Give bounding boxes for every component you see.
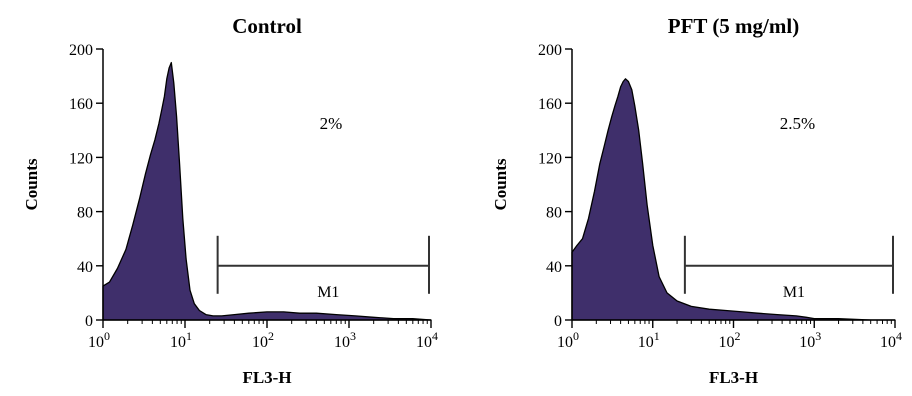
percentage-annotation: 2% [320, 114, 343, 133]
x-tick-label: 104 [880, 329, 902, 351]
histogram-series-1 [102, 61, 432, 321]
y-tick-label: 160 [69, 96, 93, 113]
x-tick-label: 102 [719, 329, 741, 351]
y-axis-title: Counts [22, 158, 41, 210]
y-tick-label: 200 [538, 42, 562, 59]
y-tick-label: 40 [546, 259, 562, 276]
panel-2: PFT (5 mg/ml) 0 40 80 120 160 200 100 101 102 103 1… [491, 14, 902, 387]
x-tick-label: 102 [252, 329, 274, 351]
x-tick-label: 100 [88, 329, 110, 351]
x-axis-title: FL3-H [709, 368, 758, 387]
marker-m1-label: M1 [317, 284, 339, 301]
x-tick-label: 103 [334, 329, 356, 351]
y-axis-title: Counts [491, 158, 510, 210]
panel-1: Control 0 40 80 120 160 200 100 101 102 103 104 FL3-… [22, 14, 438, 387]
chart-title: Control [232, 14, 302, 38]
y-tick-label: 200 [69, 42, 93, 59]
percentage-annotation: 2.5% [780, 114, 815, 133]
y-tick-label: 120 [69, 150, 93, 167]
x-tick-label: 100 [557, 329, 579, 351]
x-tick-label: 104 [416, 329, 438, 351]
y-tick-label: 80 [77, 205, 93, 222]
x-tick-label: 103 [799, 329, 821, 351]
x-tick-label: 101 [638, 329, 660, 351]
y-tick-label: 80 [546, 205, 562, 222]
y-tick-label: 40 [77, 259, 93, 276]
y-tick-label: 160 [538, 96, 562, 113]
chart-title: PFT (5 mg/ml) [668, 14, 799, 38]
y-tick-label: 0 [85, 313, 93, 330]
y-tick-label: 0 [554, 313, 562, 330]
y-tick-label: 120 [538, 150, 562, 167]
histogram-series-1 [571, 78, 896, 321]
marker-m1-label: M1 [783, 284, 805, 301]
x-tick-label: 101 [170, 329, 192, 351]
x-axis-title: FL3-H [242, 368, 291, 387]
